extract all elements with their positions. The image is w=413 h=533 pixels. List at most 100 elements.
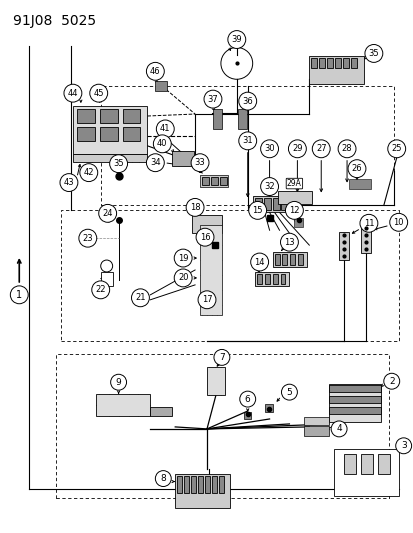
Bar <box>204 475 209 494</box>
Circle shape <box>191 154 209 172</box>
Text: 23: 23 <box>82 233 93 243</box>
Bar <box>256 274 261 284</box>
Bar <box>348 179 370 189</box>
Circle shape <box>146 154 164 172</box>
Bar <box>155 81 167 91</box>
Bar <box>328 385 380 392</box>
Text: 4: 4 <box>335 424 341 433</box>
Text: 37: 37 <box>207 95 218 103</box>
Text: 21: 21 <box>135 293 145 302</box>
Bar <box>77 127 95 141</box>
Text: 14: 14 <box>254 257 264 266</box>
Text: 45: 45 <box>93 88 104 98</box>
Circle shape <box>347 160 365 177</box>
Bar <box>73 154 147 161</box>
Bar <box>254 272 289 286</box>
Bar <box>122 127 140 141</box>
Bar <box>172 151 194 166</box>
Bar <box>277 190 311 205</box>
Bar <box>175 474 229 508</box>
Text: 7: 7 <box>218 353 224 362</box>
Bar <box>100 272 112 286</box>
Circle shape <box>330 421 346 437</box>
Bar <box>272 198 279 211</box>
Text: 35: 35 <box>368 49 378 58</box>
Bar <box>281 198 288 211</box>
Circle shape <box>64 84 82 102</box>
Circle shape <box>197 291 216 309</box>
Bar <box>150 407 172 416</box>
Bar <box>360 225 370 253</box>
Bar <box>73 106 147 154</box>
Text: 2: 2 <box>388 377 394 386</box>
Text: 20: 20 <box>178 273 188 282</box>
Bar <box>252 197 292 212</box>
Bar <box>218 475 223 494</box>
Text: 34: 34 <box>150 158 160 167</box>
Text: 22: 22 <box>95 285 106 294</box>
Circle shape <box>395 438 411 454</box>
Bar <box>298 254 303 265</box>
Bar <box>100 109 117 123</box>
Bar <box>206 367 224 395</box>
Bar <box>304 417 328 425</box>
Text: 39: 39 <box>231 35 242 44</box>
Text: 33: 33 <box>194 158 205 167</box>
Circle shape <box>248 201 266 219</box>
Text: 11: 11 <box>363 219 373 228</box>
Text: 16: 16 <box>199 233 210 241</box>
Bar <box>191 475 196 494</box>
Circle shape <box>227 30 245 49</box>
Circle shape <box>311 140 330 158</box>
Bar <box>263 198 270 211</box>
Bar <box>272 252 306 267</box>
Bar <box>264 404 272 412</box>
Circle shape <box>156 120 174 138</box>
Circle shape <box>260 140 278 158</box>
Text: 35: 35 <box>113 159 123 168</box>
Bar <box>237 109 246 129</box>
Circle shape <box>238 132 256 150</box>
Bar <box>309 56 363 84</box>
Text: 15: 15 <box>252 206 262 215</box>
Bar <box>184 475 189 494</box>
Circle shape <box>131 289 149 306</box>
Bar <box>100 86 393 205</box>
Bar <box>202 176 209 184</box>
Bar <box>343 454 355 474</box>
Circle shape <box>281 384 297 400</box>
Text: 9: 9 <box>116 378 121 387</box>
Circle shape <box>153 135 171 153</box>
Circle shape <box>389 213 407 231</box>
Circle shape <box>186 198 204 216</box>
Text: 5: 5 <box>286 387 292 397</box>
Text: 27: 27 <box>315 144 326 154</box>
Circle shape <box>214 350 229 365</box>
Bar <box>328 407 380 414</box>
Text: 19: 19 <box>178 254 188 263</box>
Circle shape <box>364 44 382 62</box>
Bar <box>77 109 95 123</box>
Bar <box>254 198 261 211</box>
Bar <box>211 475 216 494</box>
Text: 6: 6 <box>244 394 250 403</box>
Bar <box>280 274 285 284</box>
Bar <box>338 232 348 260</box>
Circle shape <box>80 164 97 182</box>
Circle shape <box>92 281 109 299</box>
Bar <box>290 254 295 265</box>
Bar <box>342 59 348 68</box>
Text: 29A: 29A <box>286 179 301 188</box>
Text: 41: 41 <box>160 124 170 133</box>
Circle shape <box>387 140 405 158</box>
Bar <box>199 175 227 187</box>
Bar <box>177 475 182 494</box>
Bar <box>56 354 388 498</box>
Bar <box>212 109 221 129</box>
Circle shape <box>174 249 192 267</box>
Text: 26: 26 <box>351 164 361 173</box>
Circle shape <box>110 374 126 390</box>
Bar <box>272 274 277 284</box>
Text: 17: 17 <box>201 295 212 304</box>
Bar <box>197 475 202 494</box>
